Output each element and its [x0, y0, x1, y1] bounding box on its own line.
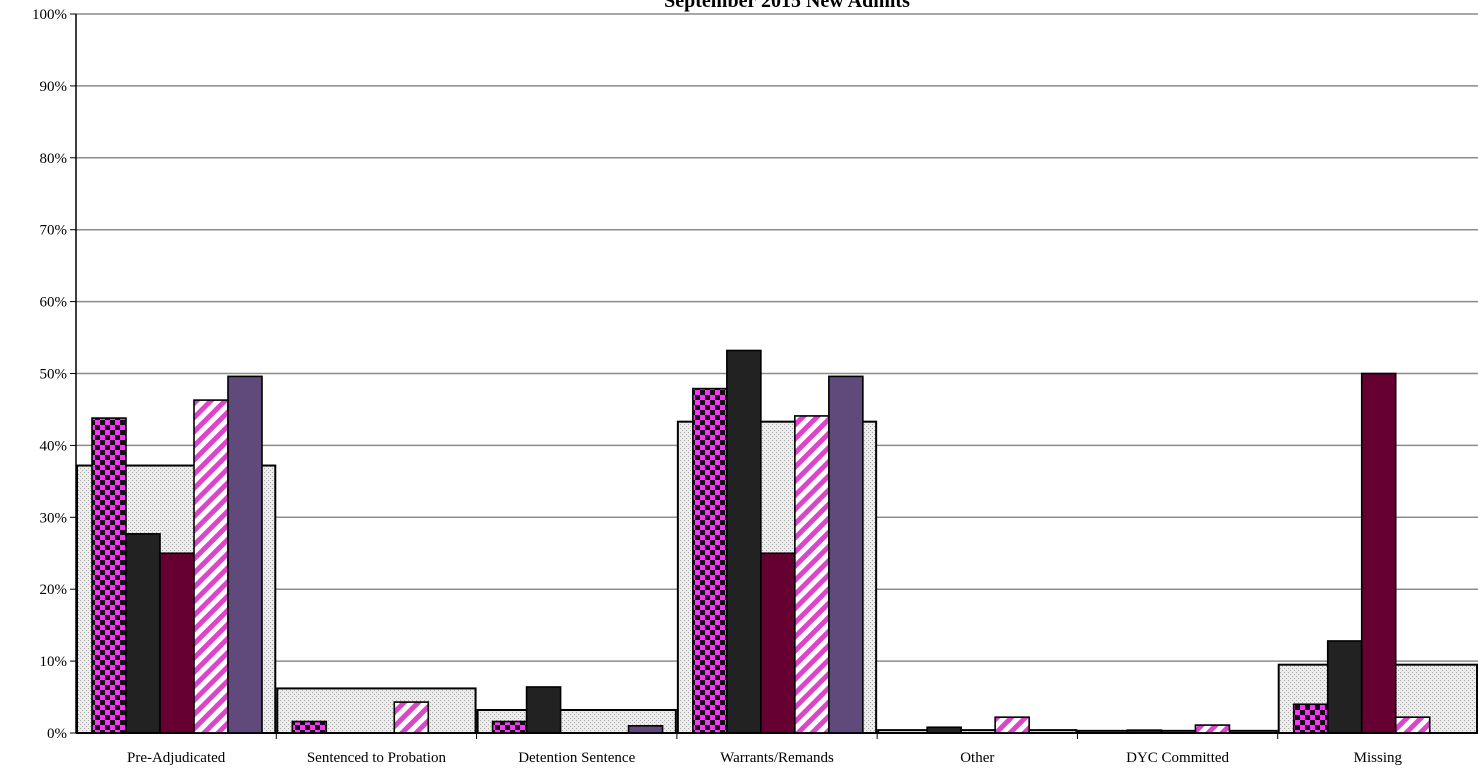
x-tick-label: Detention Sentence [518, 750, 635, 766]
y-tick-label: 100% [32, 7, 67, 23]
y-tick-label: 20% [40, 582, 68, 598]
y-tick-label: 60% [40, 295, 68, 311]
y-tick-label: 70% [40, 223, 68, 239]
chart-title: September 2015 New Admits [664, 0, 910, 12]
bar [227, 375, 263, 734]
x-tick-label: Pre-Adjudicated [127, 750, 226, 766]
y-tick-label: 10% [40, 654, 68, 670]
bar [627, 725, 664, 734]
bar [726, 349, 762, 734]
y-axis-ticks: 0% 10% 20% 30% 40% 50% 60% 70% 80% 90% 100% [32, 7, 76, 742]
bar [794, 415, 830, 734]
bar [692, 387, 728, 734]
bars [91, 349, 1431, 734]
y-tick-label: 0% [47, 726, 67, 742]
bar [926, 726, 962, 734]
bar [491, 720, 528, 734]
bar [91, 417, 127, 734]
bar [159, 552, 195, 734]
gridlines [76, 13, 1478, 662]
bar [393, 701, 430, 734]
bar [1360, 372, 1397, 734]
y-tick-label: 30% [40, 510, 68, 526]
bar [1292, 703, 1329, 734]
bar [525, 686, 562, 734]
x-tick-label: Warrants/Remands [720, 750, 834, 766]
axes [75, 14, 1478, 734]
x-tick-label: Sentenced to Probation [307, 750, 447, 766]
y-tick-label: 50% [40, 367, 68, 383]
bar [760, 552, 796, 734]
bar [125, 533, 161, 734]
x-tick-label: DYC Committed [1126, 750, 1229, 766]
y-tick-label: 90% [40, 79, 68, 95]
y-tick-label: 40% [40, 438, 68, 454]
x-axis-labels: Pre-Adjudicated Sentenced to Probation Det… [127, 733, 1403, 766]
bar [193, 399, 229, 734]
x-tick-label: Other [960, 750, 994, 766]
bar [291, 720, 328, 734]
y-tick-label: 80% [40, 151, 68, 167]
bar [828, 375, 864, 734]
bar [1326, 640, 1363, 734]
x-tick-label: Missing [1354, 750, 1403, 766]
bar [994, 716, 1030, 734]
bar [1394, 716, 1431, 734]
bar [1194, 724, 1231, 734]
